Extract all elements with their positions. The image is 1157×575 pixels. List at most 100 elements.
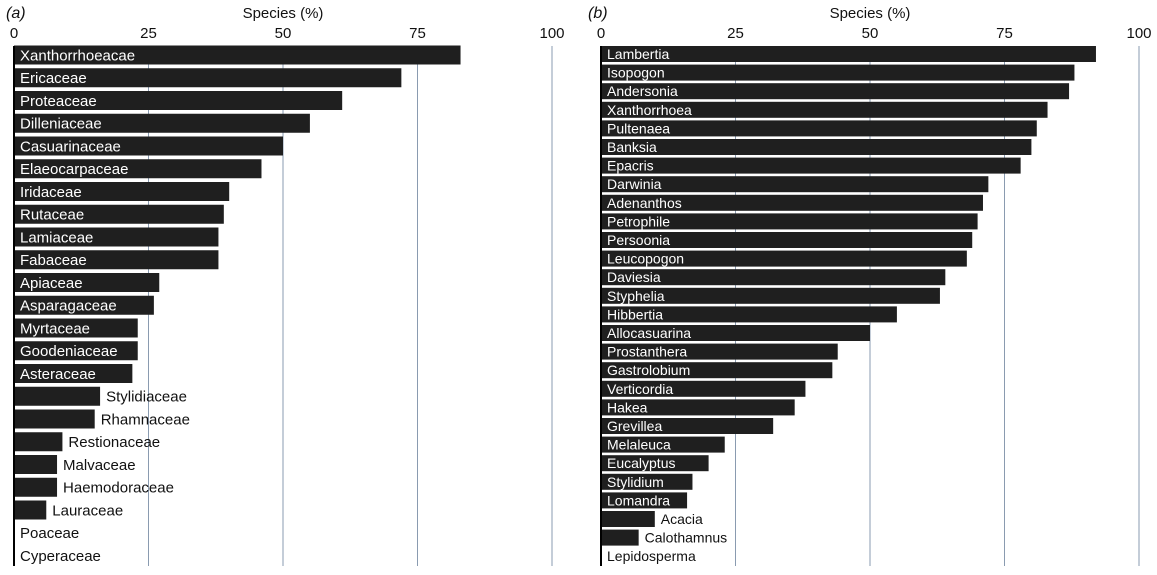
panel-a-bar-ericaceae bbox=[14, 68, 402, 88]
panel-b-bar-label: Stylidium bbox=[607, 474, 664, 490]
panel-b-bar-label: Adenanthos bbox=[607, 195, 682, 211]
panel-b-bar-stylidium bbox=[601, 473, 693, 490]
panel-a-tick-label: 75 bbox=[409, 25, 426, 42]
panel-a-bar-label: Asparagaceae bbox=[20, 298, 117, 315]
panel-a-bar-label: Lamiaceae bbox=[20, 229, 93, 246]
panel-b-x-axis-title: Species (%) bbox=[830, 5, 911, 22]
panel-b-bar-label: Petrophile bbox=[607, 213, 670, 229]
panel-b-bar-label: Leucopogon bbox=[607, 251, 684, 267]
panel-b-bar-label: Andersonia bbox=[607, 83, 678, 99]
panel-a-bar-rutaceae bbox=[14, 204, 224, 224]
panel-a-bar-label: Ericaceae bbox=[20, 70, 87, 87]
panel-b-bar-lomandra bbox=[601, 492, 688, 509]
panel-b-bar-label: Pultenaea bbox=[607, 120, 670, 136]
panel-b-bar-label: Allocasuarina bbox=[607, 325, 691, 341]
panel-a-bar-label: Elaeocarpaceae bbox=[20, 161, 128, 178]
panel-a-bar-label: Malvaceae bbox=[63, 457, 136, 474]
panel-b-bar-daviesia bbox=[601, 269, 946, 286]
panel-a-bar-label: Restionaceae bbox=[68, 434, 160, 451]
panel-a-bar-rhamnaceae bbox=[14, 409, 95, 429]
panel-b-bar-label: Darwinia bbox=[607, 176, 662, 192]
panel-a-bar-malvaceae bbox=[14, 455, 58, 474]
panel-a-bar-label: Dilleniaceae bbox=[20, 116, 102, 133]
panel-a-bar-label: Cyperaceae bbox=[20, 548, 101, 565]
panel-b-bar-label: Calothamnus bbox=[645, 530, 728, 546]
panel-a-bar-elaeocarpaceae bbox=[14, 159, 262, 179]
panel-a-tick-label: 25 bbox=[140, 25, 157, 42]
panel-a-label: (a) bbox=[6, 5, 26, 22]
panel-b-bar-eucalyptus bbox=[601, 455, 709, 472]
panel-a-bar-label: Iridaceae bbox=[20, 184, 82, 201]
panel-b-bar-label: Xanthorrhoea bbox=[607, 102, 692, 118]
panel-b-bar-gastrolobium bbox=[601, 362, 833, 379]
panel-a-bar-label: Haemodoraceae bbox=[63, 480, 174, 497]
panel-b-bar-isopogon bbox=[601, 64, 1075, 81]
panel-b-bar-label: Hibbertia bbox=[607, 306, 663, 322]
panel-b-bar-verticordia bbox=[601, 380, 806, 397]
panel-b-bar-calothamnus bbox=[601, 529, 639, 546]
panel-a-bar-asparagaceae bbox=[14, 295, 154, 315]
panel-a-bar-proteaceae bbox=[14, 91, 343, 110]
panel-b-bar-label: Styphelia bbox=[607, 288, 665, 304]
panel-a-bar-xanthorrhoeacae bbox=[14, 45, 461, 65]
panel-b-bar-pultenaea bbox=[601, 120, 1037, 137]
panel-b-tick-label: 25 bbox=[727, 25, 744, 42]
panel-a-bar-label: Casuarinaceae bbox=[20, 138, 121, 155]
panel-b-bar-grevillea bbox=[601, 418, 774, 434]
panel-a-bar-dilleniaceae bbox=[14, 113, 310, 133]
panel-b-bar-label: Banksia bbox=[607, 139, 657, 155]
panel-b-bar-label: Eucalyptus bbox=[607, 455, 675, 471]
panel-b-bar-label: Daviesia bbox=[607, 269, 661, 285]
panel-a-bar-apiaceae bbox=[14, 273, 160, 292]
panel-b-bar-label: Isopogon bbox=[607, 65, 665, 81]
panel-b-bar-label: Prostanthera bbox=[607, 344, 687, 360]
panel-b-bar-andersonia bbox=[601, 83, 1070, 100]
panel-b-bar-petrophile bbox=[601, 213, 978, 230]
panel-b-bar-melaleuca bbox=[601, 436, 725, 453]
panel-b-bar-lambertia bbox=[601, 46, 1096, 62]
panel-a-bar-label: Apiaceae bbox=[20, 275, 83, 292]
panel-a-bar-haemodoraceae bbox=[14, 477, 58, 497]
panel-b-bar-adenanthos bbox=[601, 194, 983, 211]
panel-a-bar-label: Lauraceae bbox=[52, 502, 123, 519]
panel-b-bar-styphelia bbox=[601, 287, 940, 304]
panel-b-bar-label: Melaleuca bbox=[607, 437, 671, 453]
panel-a-bar-label: Xanthorrhoeacae bbox=[20, 47, 135, 64]
panel-a-bar-label: Stylidiaceae bbox=[106, 389, 187, 406]
panel-a-tick-label: 100 bbox=[539, 25, 564, 42]
panel-a-x-axis-title: Species (%) bbox=[243, 5, 324, 22]
panel-a-bar-iridaceae bbox=[14, 182, 230, 201]
panel-a-bar-casuarinaceae bbox=[14, 136, 283, 156]
panel-a-bar-asteraceae bbox=[14, 364, 133, 383]
panel-b-bar-label: Lambertia bbox=[607, 46, 669, 62]
panel-a-bar-label: Poaceae bbox=[20, 525, 79, 542]
panel-a-bar-label: Proteaceae bbox=[20, 93, 97, 110]
panel-a-bar-label: Myrtaceae bbox=[20, 320, 90, 337]
panel-b-bar-hakea bbox=[601, 399, 795, 416]
panel-a-bar-myrtaceae bbox=[14, 318, 138, 338]
panel-b-bar-epacris bbox=[601, 157, 1021, 174]
panel-a-bar-restionaceae bbox=[14, 432, 63, 452]
panel-b-tick-label: 50 bbox=[862, 25, 879, 42]
panel-b-bar-xanthorrhoea bbox=[601, 101, 1048, 118]
panel-b-bar-label: Hakea bbox=[607, 399, 648, 415]
panel-a-bar-label: Rutaceae bbox=[20, 207, 84, 224]
panel-a-bar-lamiaceae bbox=[14, 227, 219, 247]
panel-b-bar-label: Lepidosperma bbox=[607, 548, 696, 564]
panel-b-bar-banksia bbox=[601, 139, 1032, 155]
panel-b-label: (b) bbox=[588, 5, 608, 22]
panel-a-bar-stylidiaceae bbox=[14, 386, 101, 406]
panel-b-tick-label: 75 bbox=[996, 25, 1013, 42]
panel-a-bar-label: Goodeniaceae bbox=[20, 343, 118, 360]
panel-b-tick-label: 0 bbox=[597, 25, 605, 42]
panel-a-tick-label: 50 bbox=[275, 25, 292, 42]
panel-a-bar-goodeniaceae bbox=[14, 341, 138, 361]
panel-a-bar-label: Asteraceae bbox=[20, 366, 96, 383]
panel-b-bar-hibbertia bbox=[601, 306, 897, 323]
panel-b-bar-persoonia bbox=[601, 232, 973, 248]
panel-a-tick-label: 0 bbox=[10, 25, 18, 42]
panel-b-bar-leucopogon bbox=[601, 250, 967, 267]
panel-b-bar-label: Epacris bbox=[607, 158, 654, 174]
